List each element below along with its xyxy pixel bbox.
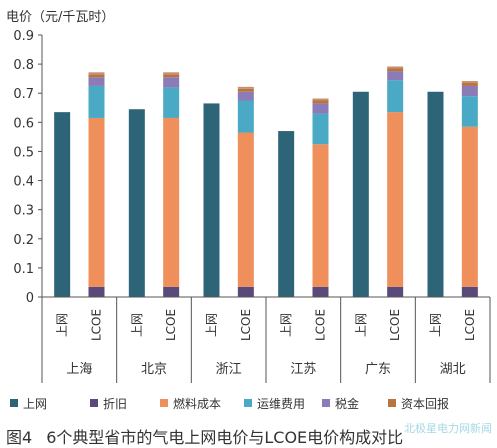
y-tick-label: 0.4 (13, 175, 34, 190)
bar-segment (54, 112, 71, 298)
x-group-label: 浙江 (216, 362, 242, 377)
legend-label: 资本回报 (401, 396, 449, 411)
x-group-label: 北京 (141, 362, 167, 377)
bar-cap (237, 86, 254, 89)
y-tick-label: 0.8 (13, 58, 34, 73)
bar-segment (237, 286, 254, 297)
bar-segment (312, 286, 329, 297)
bar-segment (237, 132, 254, 287)
legend-swatch (10, 399, 18, 407)
bar-segment (461, 126, 478, 287)
bars (54, 66, 478, 298)
legend: 上网 折旧 燃料成本 运维费用 税金 资本回报 (10, 396, 449, 411)
y-tick-label: 0.7 (13, 87, 34, 102)
legend-label: 折旧 (103, 396, 127, 411)
bar-segment (278, 131, 295, 297)
bar-segment (387, 71, 404, 81)
stacked-bar-chart: 电价（元/千瓦时） 0 0.1 0.2 0.3 0.4 0.5 0.6 0.7 0.8 0.9 上… (6, 10, 491, 411)
bar-segment (203, 103, 220, 298)
bar-segment (312, 103, 329, 114)
bar-segment (312, 144, 329, 287)
bar-cap (312, 98, 329, 101)
bar-segment (312, 100, 329, 104)
bar-segment (312, 113, 329, 145)
bar-segment (128, 109, 145, 297)
bar-segment (461, 85, 478, 97)
bar-segment (461, 286, 478, 297)
bar-segment (88, 85, 105, 118)
y-axis-title: 电价（元/千瓦时） (6, 10, 114, 25)
x-bar-label: LCOE (239, 309, 253, 341)
watermark: 北极星电力网新闻 (404, 422, 492, 435)
y-tick-label: 0.1 (13, 262, 34, 277)
bar-cap (387, 66, 404, 69)
x-bar-label: LCOE (388, 309, 402, 341)
bar-segment (352, 91, 369, 298)
y-tick-label: 0 (26, 291, 34, 306)
bar-segment (461, 96, 478, 127)
bar-segment (88, 74, 105, 78)
bar-segment (387, 112, 404, 287)
legend-swatch (322, 399, 330, 407)
x-bar-label: LCOE (463, 309, 477, 341)
x-bar-label: 上网 (204, 313, 218, 337)
bar-segment (88, 77, 105, 86)
x-axis: 上网 LCOE 上海 上网 LCOE 北京 上网 LCOE 浙江 上网 LCOE 江苏 上网 LCOE 广东… (41, 296, 491, 383)
legend-label: 运维费用 (257, 397, 305, 411)
bar-segment (427, 91, 444, 298)
figure-caption-text: 6个典型省市的气电上网电价与LCOE电价构成对比 (46, 428, 404, 447)
legend-label: 燃料成本 (173, 396, 221, 411)
legend-label: 上网 (23, 397, 47, 411)
bar-cap (88, 72, 105, 75)
y-tick-label: 0.2 (13, 233, 34, 248)
y-tick-label: 0.6 (13, 116, 34, 131)
y-tick-label: 0.3 (13, 204, 34, 219)
bar-segment (88, 286, 105, 297)
legend-swatch (388, 399, 396, 407)
x-group-label: 湖北 (440, 362, 466, 377)
x-group-label: 上海 (66, 362, 92, 377)
x-bar-label: 上网 (279, 313, 293, 337)
figure-number: 图4 (6, 428, 33, 447)
legend-swatch (90, 399, 98, 407)
x-bar-label: LCOE (314, 309, 328, 341)
x-bar-label: 上网 (428, 313, 442, 337)
y-tick-label: 0.5 (13, 145, 34, 160)
x-group-label: 广东 (365, 362, 391, 377)
y-axis: 0 0.1 0.2 0.3 0.4 0.5 0.6 0.7 0.8 0.9 (13, 29, 43, 306)
bar-segment (387, 286, 404, 297)
legend-swatch (244, 399, 252, 407)
x-bar-label: LCOE (164, 309, 178, 341)
y-tick-label: 0.9 (13, 29, 34, 44)
bar-segment (237, 91, 254, 101)
bar-segment (461, 83, 478, 86)
bar-segment (163, 87, 180, 118)
bar-cap (461, 81, 478, 84)
bar-segment (237, 88, 254, 92)
bar-segment (387, 80, 404, 113)
bar-segment (88, 117, 105, 287)
x-bar-label: LCOE (90, 309, 104, 341)
figure-caption: 图4 6个典型省市的气电上网电价与LCOE电价构成对比 (6, 424, 403, 448)
bar-segment (163, 286, 180, 297)
legend-label: 税金 (335, 396, 359, 411)
bar-segment (163, 117, 180, 287)
bar-segment (237, 100, 254, 133)
bar-segment (163, 74, 180, 78)
x-bar-label: 上网 (354, 313, 368, 337)
bar-segment (163, 77, 180, 88)
bar-segment (387, 68, 404, 72)
legend-swatch (160, 399, 168, 407)
bar-cap (163, 72, 180, 75)
x-bar-label: 上网 (55, 313, 69, 337)
x-bar-label: 上网 (130, 313, 144, 337)
x-group-label: 江苏 (290, 361, 316, 377)
